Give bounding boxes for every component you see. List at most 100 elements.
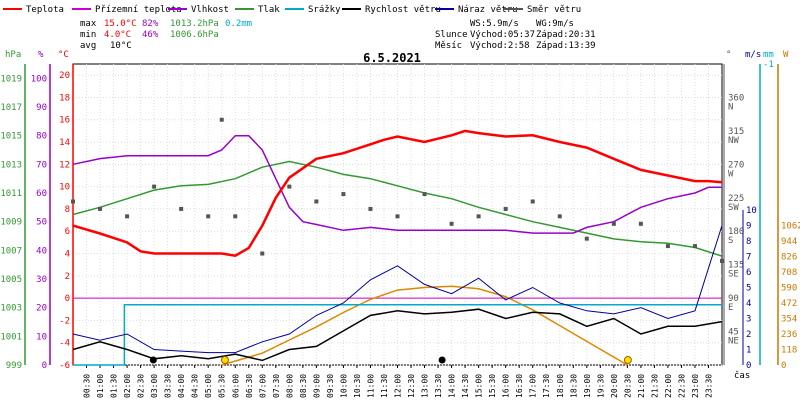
x-tick-label: 23:00 <box>691 374 700 398</box>
moonset-marker <box>438 356 446 364</box>
legend-entry-prizemni-teplota: Přízemní teplota <box>72 5 182 15</box>
pct-axis-tick: 30 <box>36 275 47 285</box>
x-tick-label: 09:30 <box>326 374 335 398</box>
stats-avg-label: avg <box>80 41 96 51</box>
axis-tick-mm: -1 <box>763 60 774 70</box>
pct-axis-tick: 90 <box>36 103 47 113</box>
stats-block: max 15.0°C 82% 1013.2hPa 0.2mm min 4.0°C… <box>80 19 252 51</box>
dir-axis-tick: 315 <box>728 127 744 137</box>
series-vlhkost <box>72 134 722 234</box>
dir-axis-tick-dir: SW <box>728 203 739 213</box>
wind-dir-point <box>395 214 400 219</box>
x-tick-label: 02:30 <box>137 374 146 398</box>
wind-gust-info: WG:9m/s <box>536 19 574 29</box>
wind-dir-point <box>476 214 481 219</box>
moonset-time: Západ:13:39 <box>536 41 596 51</box>
legend: Teplota Přízemní teplota Vlhkost Tlak Sr… <box>3 5 581 15</box>
temp-axis-tick: -2 <box>59 316 70 326</box>
pct-axis-tick: 70 <box>36 160 47 170</box>
legend-label: Tlak <box>258 5 280 15</box>
pct-axis-tick: 100 <box>31 74 47 84</box>
x-tick-label: 13:00 <box>421 374 430 398</box>
wind-dir-point <box>530 199 535 204</box>
wm2-axis-tick: 236 <box>781 330 797 340</box>
wm2-axis-tick: 590 <box>781 284 797 294</box>
sunset-time: Západ:20:31 <box>536 30 596 40</box>
axis-unit-pct: % <box>38 50 44 60</box>
ms-axis-tick: 1 <box>746 346 751 356</box>
dir-axis-tick-dir: N <box>728 102 733 112</box>
ms-axis-tick: 4 <box>746 299 751 309</box>
wind-dir-point <box>503 206 508 211</box>
legend-entry-tlak: Tlak <box>235 5 280 15</box>
ms-axis-tick: 0 <box>746 361 751 371</box>
x-tick-label: 20:00 <box>610 374 619 398</box>
x-tick-label: 03:00 <box>150 374 159 398</box>
dir-axis-tick-dir: NW <box>728 136 739 146</box>
x-tick-label: 16:00 <box>502 374 511 398</box>
dir-axis-tick: 270 <box>728 160 744 170</box>
dir-axis-tick: 360 <box>728 93 744 103</box>
x-tick-label: 16:30 <box>515 374 524 398</box>
legend-entry-naraz-vetru: Náraz větru <box>435 5 518 15</box>
legend-entry-srazky: Srážky <box>285 5 341 15</box>
temp-axis-tick: 2 <box>65 272 70 282</box>
stats-min-hum: 46% <box>142 30 159 40</box>
hpa-axis-tick: 1003 <box>0 304 22 314</box>
sun-label: Slunce <box>435 30 468 40</box>
hpa-axis-tick: 1019 <box>0 74 22 84</box>
dir-axis-tick: 225 <box>728 194 744 204</box>
legend-label: Náraz větru <box>458 5 518 15</box>
stats-max-temp: 15.0°C <box>104 19 137 29</box>
wind-dir-point <box>71 199 75 204</box>
x-tick-label: 00:30 <box>83 374 92 398</box>
x-tick-label: 22:00 <box>664 374 673 398</box>
x-tick-label: 01:00 <box>96 374 105 398</box>
wind-dir-point <box>422 192 427 197</box>
ms-axis-tick: 6 <box>746 268 751 278</box>
temp-axis-tick: 4 <box>65 250 70 260</box>
x-tick-label: 04:00 <box>177 374 186 398</box>
wind-dir-point <box>233 214 238 219</box>
wm2-axis-tick: 0 <box>781 361 786 371</box>
temp-axis-tick: -4 <box>59 339 70 349</box>
dir-axis-tick: 180 <box>728 227 744 237</box>
legend-entry-rychlost-vetru: Rychlost větru <box>342 5 441 15</box>
hpa-axis-tick: 1005 <box>0 275 22 285</box>
dir-axis-tick: 135 <box>728 261 744 271</box>
stats-min-temp: 4.0°C <box>104 30 131 40</box>
wind-dir-point <box>125 214 130 219</box>
dir-axis-tick-dir: NE <box>728 337 739 347</box>
legend-entry-smer-vetru: Směr větru <box>504 5 581 15</box>
legend-label: Přízemní teplota <box>95 5 182 15</box>
ms-axis-tick: 5 <box>746 284 751 294</box>
x-tick-label: 04:30 <box>191 374 200 398</box>
x-tick-label: 14:00 <box>448 374 457 398</box>
wind-dir-point <box>287 184 292 189</box>
ms-axis-tick: 2 <box>746 330 751 340</box>
x-tick-label: 01:30 <box>110 374 119 398</box>
wm2-axis-tick: 118 <box>781 346 797 356</box>
series-slunecni-zareni <box>221 285 628 366</box>
hpa-axis-tick: 1001 <box>0 332 22 342</box>
moonrise-marker <box>149 356 157 364</box>
wind-dir-point <box>341 192 346 197</box>
temp-axis-tick: 18 <box>59 93 70 103</box>
sunset-marker <box>623 356 632 364</box>
x-tick-label: 12:00 <box>394 374 403 398</box>
temp-axis-tick: 0 <box>65 294 70 304</box>
x-tick-label: 21:00 <box>637 374 646 398</box>
wind-dir-point <box>260 251 265 256</box>
stats-min-label: min <box>80 30 96 40</box>
markers-layer <box>149 356 632 364</box>
legend-label: Teplota <box>26 5 64 15</box>
pct-axis-tick: 50 <box>36 218 47 228</box>
x-tick-label: 19:00 <box>583 374 592 398</box>
x-tick-label: 21:30 <box>650 374 659 398</box>
pct-axis-tick: 10 <box>36 332 47 342</box>
x-tick-label: 17:00 <box>529 374 538 398</box>
legend-label: Srážky <box>308 5 341 15</box>
ms-axis-tick: 9 <box>746 222 751 232</box>
hpa-axis-tick: 999 <box>6 361 22 371</box>
wind-dir-point <box>152 184 157 189</box>
